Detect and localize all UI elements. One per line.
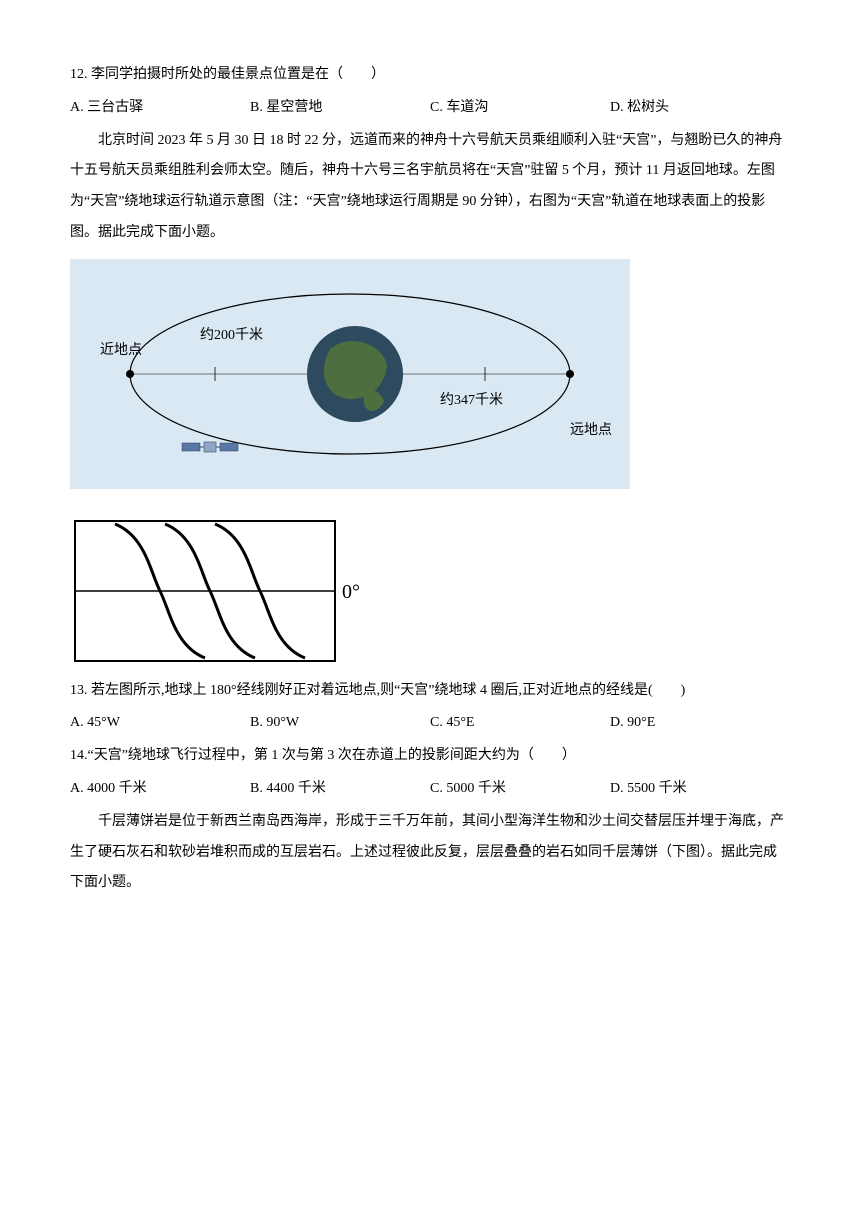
q13-text: 13. 若左图所示,地球上 180°经线刚好正对着远地点,则“天宫”绕地球 4 …	[70, 676, 790, 707]
equator-label: 0°	[342, 581, 360, 603]
q13-option-c[interactable]: C. 45°E	[430, 708, 610, 739]
q14-option-b[interactable]: B. 4400 千米	[250, 774, 430, 805]
q13-option-d[interactable]: D. 90°E	[610, 708, 790, 739]
perigee-distance: 约200千米	[200, 327, 263, 343]
q14-option-a[interactable]: A. 4000 千米	[70, 774, 250, 805]
passage2: 千层薄饼岩是位于新西兰南岛西海岸，形成于三千万年前，其间小型海洋生物和沙土间交替…	[70, 807, 790, 899]
apogee-label: 远地点	[570, 422, 612, 438]
perigee-label: 近地点	[100, 342, 142, 358]
q12-option-c[interactable]: C. 车道沟	[430, 93, 610, 124]
q12-text: 12. 李同学拍摄时所处的最佳景点位置是在（ ）	[70, 60, 790, 91]
apogee-distance: 约347千米	[440, 392, 503, 408]
q14-option-c[interactable]: C. 5000 千米	[430, 774, 610, 805]
orbit-diagram: 近地点 约200千米 约347千米 远地点	[70, 259, 630, 489]
q12-options: A. 三台古驿 B. 星空营地 C. 车道沟 D. 松树头	[70, 93, 790, 124]
q13-options: A. 45°W B. 90°W C. 45°E D. 90°E	[70, 708, 790, 739]
q14-text: 14.“天宫”绕地球飞行过程中，第 1 次与第 3 次在赤道上的投影间距大约为（…	[70, 741, 790, 772]
q13-option-a[interactable]: A. 45°W	[70, 708, 250, 739]
q12-option-b[interactable]: B. 星空营地	[250, 93, 430, 124]
q14-option-d[interactable]: D. 5500 千米	[610, 774, 790, 805]
passage1: 北京时间 2023 年 5 月 30 日 18 时 22 分，远道而来的神舟十六…	[70, 126, 790, 249]
q14-options: A. 4000 千米 B. 4400 千米 C. 5000 千米 D. 5500…	[70, 774, 790, 805]
q13-option-b[interactable]: B. 90°W	[250, 708, 430, 739]
q12-option-a[interactable]: A. 三台古驿	[70, 93, 250, 124]
q12-option-d[interactable]: D. 松树头	[610, 93, 790, 124]
projection-diagram: 0°	[70, 516, 380, 666]
